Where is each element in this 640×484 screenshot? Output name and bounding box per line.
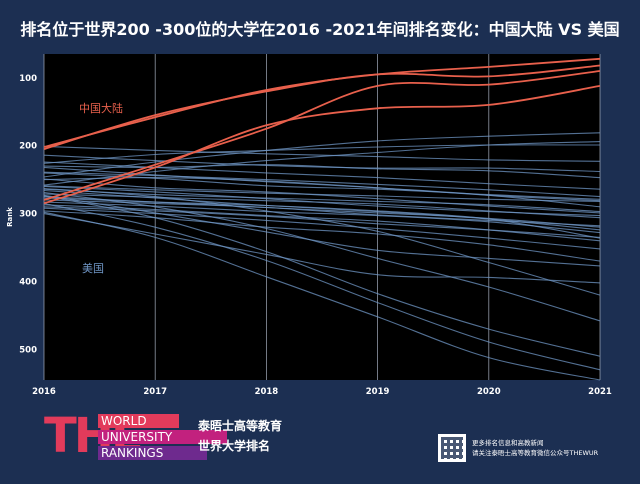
usa-series-line-28 bbox=[43, 195, 601, 357]
usa-series-line-20 bbox=[43, 207, 601, 250]
usa-series-line-8 bbox=[43, 177, 601, 208]
logo-line-world: WORLD bbox=[98, 414, 179, 428]
usa-lines bbox=[43, 132, 601, 381]
usa-series-line-11 bbox=[43, 188, 601, 213]
brand-line-1: 泰晤士高等教育 bbox=[198, 419, 283, 433]
logo-line-rankings: RANKINGS bbox=[98, 446, 207, 460]
china-lines bbox=[43, 57, 601, 205]
usa-series-line-17 bbox=[43, 201, 601, 234]
x-tick-2017: 2017 bbox=[143, 387, 167, 397]
usa-series-line-16 bbox=[43, 199, 601, 227]
y-tick-200: 200 bbox=[19, 142, 37, 152]
y-tick-500: 500 bbox=[19, 345, 37, 355]
brand-line-2: 世界大学排名 bbox=[198, 439, 271, 453]
usa-series-line-31 bbox=[43, 213, 601, 284]
x-tick-2016: 2016 bbox=[32, 387, 56, 397]
qr-code[interactable] bbox=[438, 434, 466, 462]
usa-series-line-22 bbox=[43, 164, 601, 179]
y-tick-300: 300 bbox=[19, 210, 37, 220]
usa-series-line-30 bbox=[43, 211, 601, 381]
follow-info: 更多排名信息和高教新闻 请关注泰晤士高等教育微信公众号THEWUR bbox=[472, 438, 598, 458]
x-tick-2021: 2021 bbox=[588, 387, 612, 397]
usa-series-line-1 bbox=[43, 145, 601, 162]
x-tick-2020: 2020 bbox=[477, 387, 501, 397]
follow-info-line-2: 请关注泰晤士高等教育微信公众号THEWUR bbox=[472, 449, 599, 457]
usa-series-line-29 bbox=[43, 202, 601, 371]
usa-series-line-27 bbox=[43, 191, 601, 322]
usa-annotation: 美国 bbox=[82, 262, 104, 275]
usa-series-line-24 bbox=[43, 132, 601, 178]
china-series-line-4 bbox=[43, 85, 601, 205]
grid-layer bbox=[43, 54, 601, 380]
y-tick-100: 100 bbox=[19, 74, 37, 84]
usa-series-line-21 bbox=[43, 210, 601, 262]
usa-series-line-26 bbox=[43, 187, 601, 296]
y-axis-label: Rank bbox=[6, 207, 14, 227]
china-series-line-2 bbox=[43, 64, 601, 150]
x-tick-2018: 2018 bbox=[255, 387, 279, 397]
follow-info-line-1: 更多排名信息和高教新闻 bbox=[472, 439, 544, 447]
chart-title: 排名位于世界200 -300位的大学在2016 -2021年间排名变化：中国大陆… bbox=[20, 20, 620, 39]
y-tick-400: 400 bbox=[19, 278, 37, 288]
logo-line-university: UNIVERSITY bbox=[98, 430, 227, 444]
plot-area bbox=[44, 54, 600, 380]
axis-labels: 2016 2017 2018 2019 2020 2021 100 200 300 400 500 R… bbox=[6, 74, 612, 397]
brand-text: 泰晤士高等教育 世界大学排名 bbox=[198, 416, 282, 456]
usa-series-line-32 bbox=[43, 194, 601, 267]
usa-series-line-13 bbox=[43, 193, 601, 219]
the-logo-bars: WORLD UNIVERSITY RANKINGS bbox=[98, 414, 230, 462]
usa-series-line-25 bbox=[43, 141, 601, 186]
usa-series-line-9 bbox=[43, 185, 601, 202]
usa-series-line-3 bbox=[43, 161, 601, 190]
china-annotation: 中国大陆 bbox=[79, 101, 123, 115]
usa-series-line-2 bbox=[43, 154, 601, 173]
usa-series-line-5 bbox=[43, 171, 601, 198]
x-tick-2019: 2019 bbox=[366, 387, 390, 397]
china-series-line-3 bbox=[43, 70, 601, 201]
